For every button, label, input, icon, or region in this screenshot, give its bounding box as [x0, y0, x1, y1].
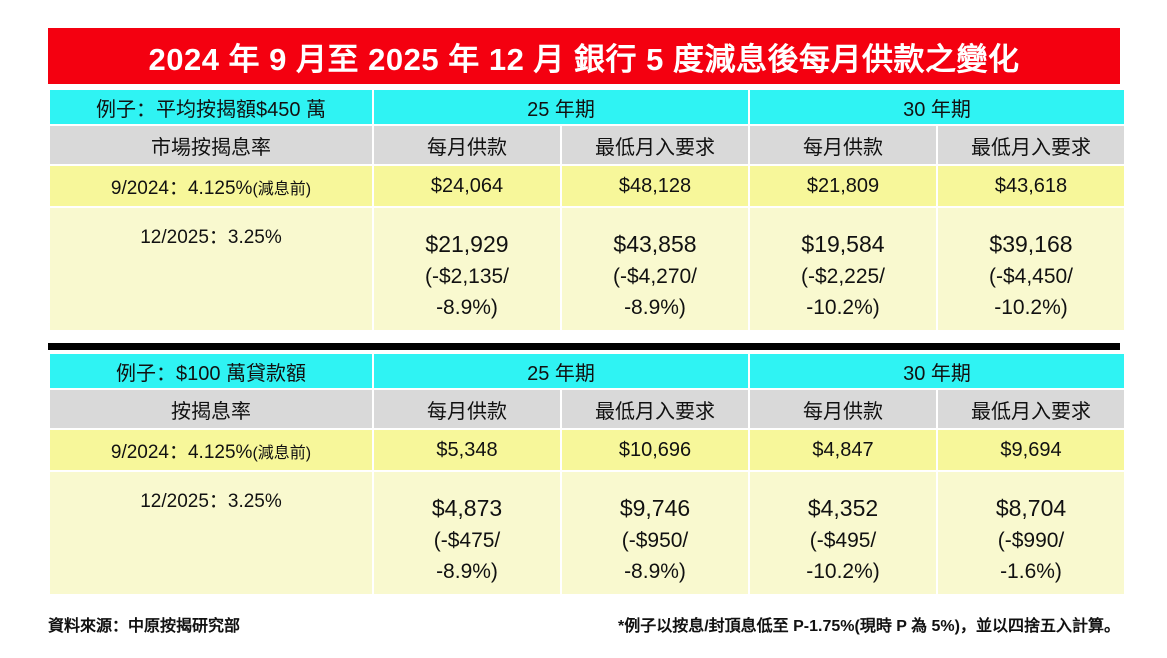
- term-header-25y: 25 年期: [374, 354, 748, 388]
- value-amount: $8,704: [995, 495, 1067, 522]
- table-row-group-header: 例子：平均按揭額$450 萬 25 年期 30 年期: [50, 90, 1124, 124]
- cell-monthly-payment-30y: $4,352 (-$495/ -10.2%): [750, 472, 936, 594]
- rate-value: 12/2025：3.25%: [140, 227, 282, 248]
- term-header-25y: 25 年期: [374, 90, 748, 124]
- rate-value: 9/2024：4.125%: [110, 177, 253, 199]
- cell-min-income-30y: $39,168 (-$4,450/ -10.2%): [938, 208, 1124, 330]
- value-amount: $9,746: [619, 495, 691, 522]
- value-amount: $4,352: [807, 495, 879, 522]
- table-row-after-cut: 12/2025：3.25% $4,873 (-$475/ -8.9%) $9,7…: [50, 472, 1124, 594]
- cell-min-income-30y: $8,704 (-$990/ -1.6%): [938, 472, 1124, 594]
- cell-min-income-30y: $43,618: [938, 166, 1124, 206]
- rate-note: (減息前): [252, 444, 312, 462]
- value-delta-amount: (-$2,225/: [800, 264, 886, 288]
- rate-note: (減息前): [252, 180, 312, 198]
- value-delta-percent: -10.2%): [994, 295, 1068, 319]
- value-amount: $39,168: [989, 231, 1073, 258]
- row-label-after-cut: 12/2025：3.25%: [50, 472, 372, 594]
- cell-min-income-30y: $9,694: [938, 430, 1124, 470]
- title-banner: 2024 年 9 月至 2025 年 12 月 銀行 5 度減息後每月供款之變化: [48, 28, 1120, 84]
- column-header-monthly-payment-25y: 每月供款: [374, 126, 560, 164]
- row-label-after-cut: 12/2025：3.25%: [50, 208, 372, 330]
- value-delta-amount: (-$990/: [997, 528, 1065, 552]
- term-header-30y: 30 年期: [750, 90, 1124, 124]
- value-delta-percent: -1.6%): [1000, 559, 1062, 583]
- value-delta-percent: -10.2%): [806, 295, 880, 319]
- rate-column-header: 按揭息率: [50, 390, 372, 428]
- data-source-label: 資料來源：中原按揭研究部: [48, 618, 241, 635]
- footer: 資料來源：中原按揭研究部 *例子以按息/封頂息低至 P-1.75%(現時 P 為…: [48, 612, 1120, 636]
- table-row-before-cut: 9/2024：4.125%(減息前) $24,064 $48,128 $21,8…: [50, 166, 1124, 206]
- value-amount: $21,929: [425, 231, 509, 258]
- group-label-cell: 例子：$100 萬貸款額: [50, 354, 372, 388]
- cell-monthly-payment-25y: $5,348: [374, 430, 560, 470]
- term-header-30y: 30 年期: [750, 354, 1124, 388]
- mortgage-table-average-loan: 例子：平均按揭額$450 萬 25 年期 30 年期 市場按揭息率 每月供款 最…: [48, 88, 1126, 332]
- table-row-group-header: 例子：$100 萬貸款額 25 年期 30 年期: [50, 354, 1124, 388]
- value-amount: $43,858: [613, 231, 697, 258]
- footnote-label: *例子以按息/封頂息低至 P-1.75%(現時 P 為 5%)，並以四捨五入計算…: [618, 618, 1120, 635]
- table-row-sub-header: 按揭息率 每月供款 最低月入要求 每月供款 最低月入要求: [50, 390, 1124, 428]
- column-header-min-income-25y: 最低月入要求: [562, 390, 748, 428]
- value-amount: $19,584: [801, 231, 885, 258]
- row-label-before-cut: 9/2024：4.125%(減息前): [50, 430, 372, 470]
- value-amount: $4,873: [431, 495, 503, 522]
- rate-value: 9/2024：4.125%: [110, 441, 253, 463]
- cell-monthly-payment-30y: $19,584 (-$2,225/ -10.2%): [750, 208, 936, 330]
- value-delta-amount: (-$495/: [809, 528, 877, 552]
- column-header-monthly-payment-30y: 每月供款: [750, 126, 936, 164]
- cell-monthly-payment-25y: $24,064: [374, 166, 560, 206]
- column-header-monthly-payment-25y: 每月供款: [374, 390, 560, 428]
- value-delta-percent: -8.9%): [436, 559, 498, 583]
- cell-min-income-25y: $43,858 (-$4,270/ -8.9%): [562, 208, 748, 330]
- cell-monthly-payment-25y: $4,873 (-$475/ -8.9%): [374, 472, 560, 594]
- table-row-after-cut: 12/2025：3.25% $21,929 (-$2,135/ -8.9%) $…: [50, 208, 1124, 330]
- value-delta-amount: (-$4,450/: [988, 264, 1074, 288]
- value-delta-amount: (-$2,135/: [424, 264, 510, 288]
- table-row-sub-header: 市場按揭息率 每月供款 最低月入要求 每月供款 最低月入要求: [50, 126, 1124, 164]
- cell-min-income-25y: $10,696: [562, 430, 748, 470]
- cell-min-income-25y: $9,746 (-$950/ -8.9%): [562, 472, 748, 594]
- value-delta-percent: -8.9%): [624, 559, 686, 583]
- cell-monthly-payment-30y: $4,847: [750, 430, 936, 470]
- rate-value: 12/2025：3.25%: [140, 491, 282, 512]
- column-header-min-income-30y: 最低月入要求: [938, 126, 1124, 164]
- mortgage-table-per-million: 例子：$100 萬貸款額 25 年期 30 年期 按揭息率 每月供款 最低月入要…: [48, 352, 1126, 596]
- column-header-min-income-30y: 最低月入要求: [938, 390, 1124, 428]
- cell-monthly-payment-25y: $21,929 (-$2,135/ -8.9%): [374, 208, 560, 330]
- value-delta-amount: (-$475/: [433, 528, 501, 552]
- table-row-before-cut: 9/2024：4.125%(減息前) $5,348 $10,696 $4,847…: [50, 430, 1124, 470]
- group-label-cell: 例子：平均按揭額$450 萬: [50, 90, 372, 124]
- section-divider: [48, 343, 1120, 350]
- value-delta-percent: -8.9%): [436, 295, 498, 319]
- rate-column-header: 市場按揭息率: [50, 126, 372, 164]
- value-delta-percent: -10.2%): [806, 559, 880, 583]
- row-label-before-cut: 9/2024：4.125%(減息前): [50, 166, 372, 206]
- cell-min-income-25y: $48,128: [562, 166, 748, 206]
- value-delta-amount: (-$4,270/: [612, 264, 698, 288]
- page-title: 2024 年 9 月至 2025 年 12 月 銀行 5 度減息後每月供款之變化: [148, 41, 1020, 77]
- cell-monthly-payment-30y: $21,809: [750, 166, 936, 206]
- column-header-min-income-25y: 最低月入要求: [562, 126, 748, 164]
- value-delta-amount: (-$950/: [621, 528, 689, 552]
- column-header-monthly-payment-30y: 每月供款: [750, 390, 936, 428]
- value-delta-percent: -8.9%): [624, 295, 686, 319]
